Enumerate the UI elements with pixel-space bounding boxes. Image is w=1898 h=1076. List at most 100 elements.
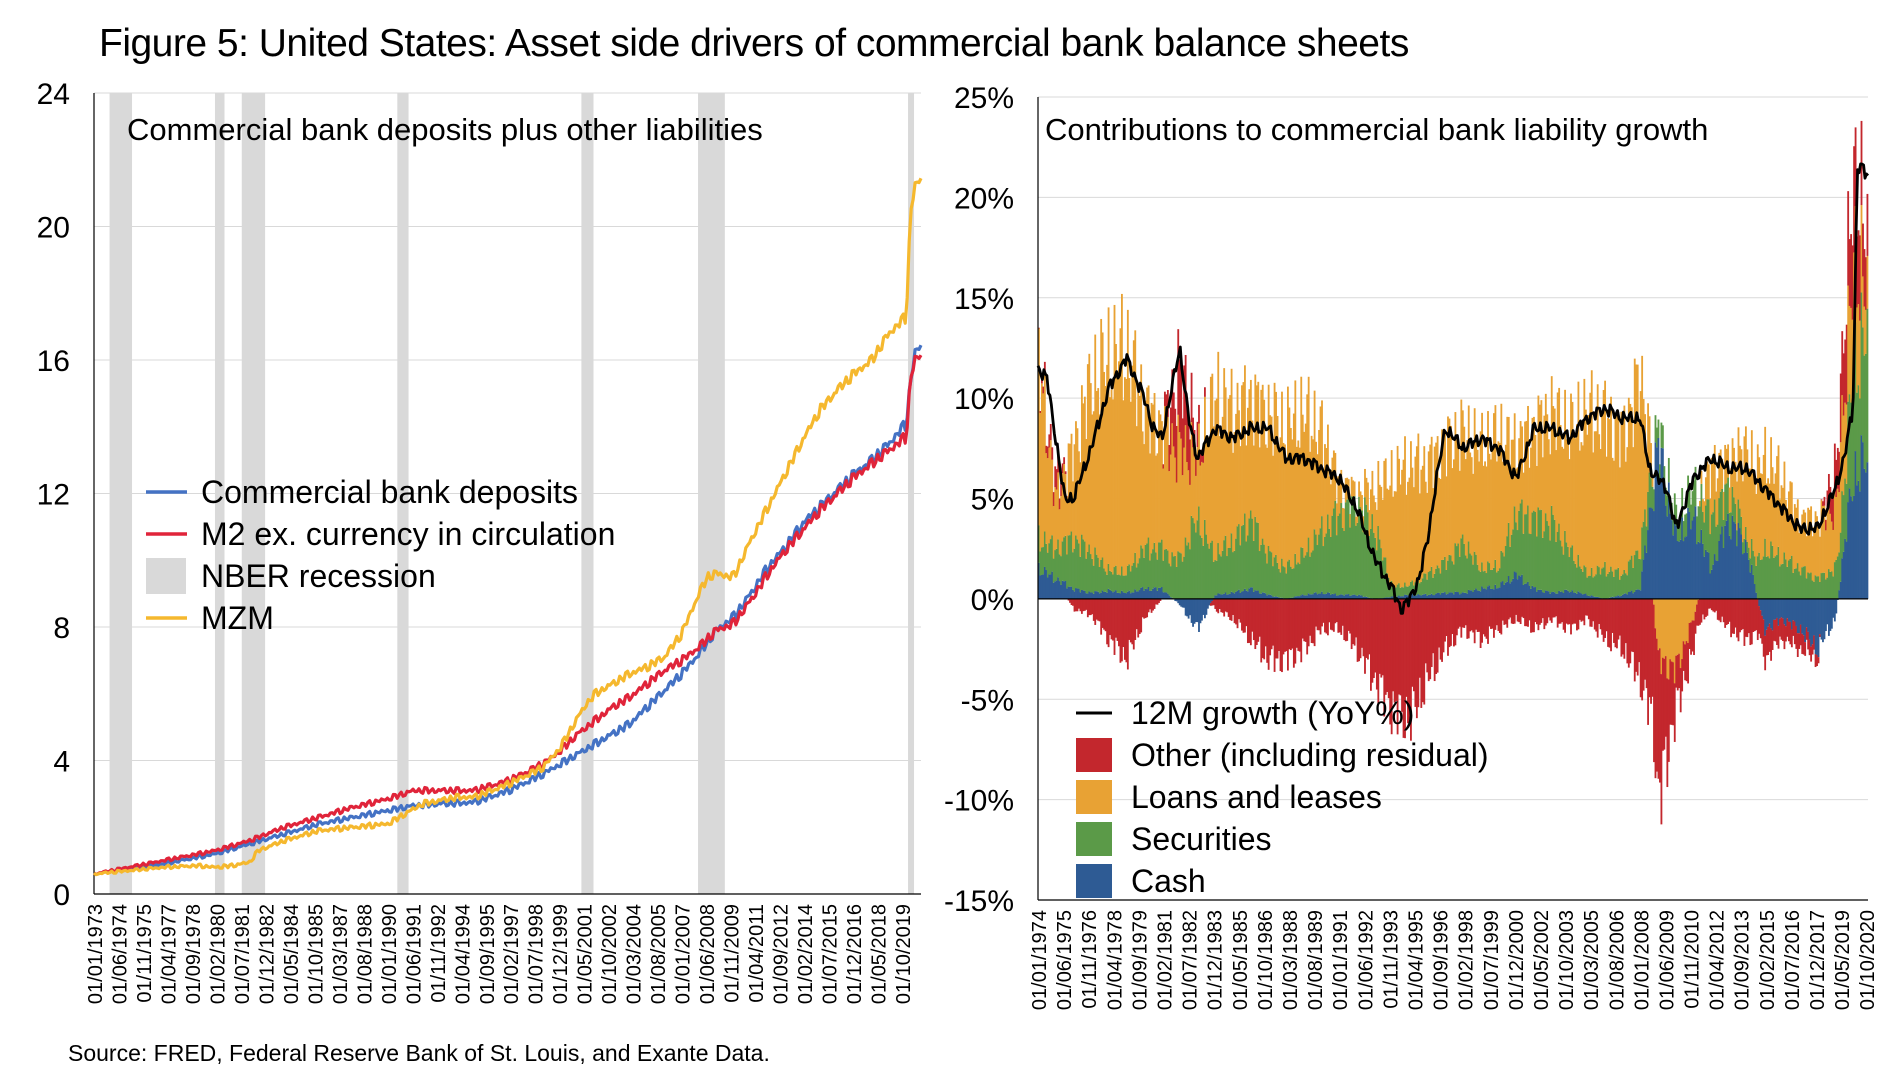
contribution-bar-other [1709,598,1712,609]
contribution-bar-cash [1361,595,1363,599]
contribution-bar-cash [1718,540,1721,599]
contribution-bar-cash [1048,574,1051,599]
contribution-bar-other [1048,434,1051,448]
contribution-bar-securities [1040,547,1043,575]
contribution-bar-other [1676,654,1679,691]
contribution-bar-securities [1676,521,1679,542]
contribution-bar-securities [1715,526,1718,561]
contribution-bar-cash [1165,592,1168,599]
contribution-bar-cash [1325,593,1328,599]
contribution-bar-securities [1682,521,1685,542]
contribution-bar-other [1441,598,1443,662]
contribution-bar-other [1272,598,1275,646]
contribution-bar-cash [1715,560,1718,599]
contribution-bar-securities [1261,538,1264,593]
contribution-bar-other [1129,598,1132,643]
contribution-bar-loans [1122,400,1125,576]
contribution-bar-cash [1659,480,1661,599]
contribution-bar-securities [1595,574,1598,597]
contribution-bar-securities [1839,532,1842,582]
contribution-bar-loans [1252,445,1255,541]
contribution-bar-loans [1593,431,1596,577]
contribution-bar-loans [1322,469,1325,547]
contribution-bar-other [1740,598,1743,631]
contribution-bar-other [1396,598,1399,735]
contribution-bar-cash [1702,543,1704,599]
contribution-bar-loans [1755,493,1758,566]
contribution-bar-securities [1155,552,1157,588]
contribution-bar-loans [1161,421,1163,540]
contribution-bar-cash [1367,597,1369,599]
contribution-bar-cash [1147,587,1150,599]
contribution-bar-loans [1266,447,1269,564]
contribution-bar-securities [1524,514,1526,584]
contribution-bar-loans [1857,304,1860,386]
contribution-bar-cash [1116,592,1119,599]
contribution-bar-cash [1075,588,1077,599]
contribution-bar-securities [1731,486,1734,516]
left-x-tick-label: 01/07/2015 [820,904,842,1004]
contribution-bar-other [1235,598,1237,625]
contribution-bar-cash [1774,598,1777,620]
legend-key-box [1076,822,1112,856]
contribution-bar-cash [1722,547,1725,599]
contribution-bar-loans [1684,598,1687,645]
contribution-bar-securities [1783,552,1786,599]
contribution-bar-other [1475,598,1478,630]
contribution-bar-loans [1137,391,1140,564]
contribution-bar-cash [1278,597,1280,599]
contribution-bar-loans [1159,414,1162,543]
contribution-bar-other [1255,598,1258,646]
contribution-bar-cash [1783,598,1786,625]
contribution-bar-loans [1097,388,1100,558]
contribution-bar-securities [1464,555,1467,593]
contribution-bar-loans [1441,429,1443,560]
contribution-bar-other [1764,635,1767,671]
contribution-bar-securities [1624,573,1627,594]
contribution-bar-cash [1294,596,1297,599]
contribution-bar-securities [1463,543,1466,593]
contribution-bar-other [1713,598,1716,613]
contribution-bar-cash [1078,588,1080,599]
contribution-bar-loans [1657,598,1660,651]
contribution-bar-securities [1049,539,1052,575]
contribution-bar-loans [1192,447,1194,519]
contribution-bar-loans [1679,598,1682,669]
contribution-bar-securities [1313,529,1316,593]
right-chart: -15%-10%-5%0%5%10%15%20%25%01/01/1974 01/… [944,82,1879,1010]
contribution-bar-other [1739,598,1741,633]
contribution-bar-loans [1576,424,1578,568]
contribution-bar-securities [1691,491,1694,521]
contribution-bar-cash [1201,598,1203,621]
contribution-bar-other [1094,598,1097,625]
contribution-bar-loans [1201,461,1203,538]
contribution-bar-loans [1712,457,1715,513]
contribution-bar-cash [1648,507,1651,599]
contribution-bar-loans [1390,450,1393,581]
contribution-bar-loans [1193,456,1196,524]
legend-label: NBER recession [201,558,436,594]
contribution-bar-loans [1318,429,1320,535]
contribution-bar-cash [1193,598,1196,624]
contribution-bar-loans [1598,434,1601,568]
contribution-bar-loans [1072,481,1074,553]
contribution-bar-securities [1497,570,1500,589]
contribution-bar-cash [1242,591,1245,599]
contribution-bar-loans [1838,492,1841,553]
contribution-bar-cash [1238,589,1240,599]
contribution-bar-loans [1699,500,1701,507]
contribution-bar-other [1284,598,1286,652]
contribution-bar-securities [1324,537,1326,595]
contribution-bar-loans [1171,423,1174,553]
contribution-bar-other [1638,598,1641,663]
contribution-bar-securities [1246,535,1249,592]
contribution-bar-securities [1771,545,1774,599]
contribution-bar-securities [1610,566,1612,598]
contribution-bar-securities [1848,394,1851,489]
contribution-bar-securities [1396,584,1399,597]
contribution-bar-securities [1678,520,1681,542]
contribution-bar-other [1641,598,1644,701]
contribution-bar-other [1498,598,1501,633]
contribution-bar-cash [1454,591,1457,599]
contribution-bar-loans [1375,509,1378,551]
